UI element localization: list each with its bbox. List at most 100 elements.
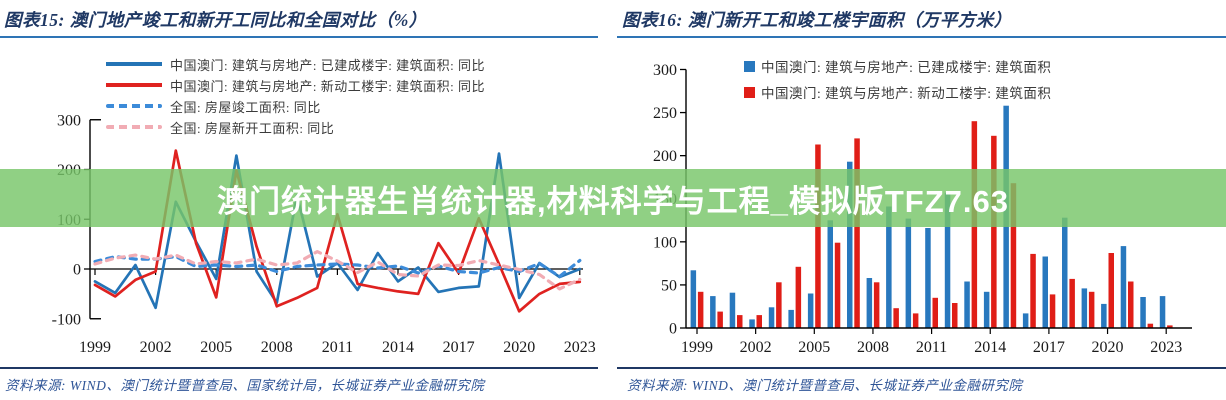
- axis-tick-label: 2008: [857, 339, 889, 356]
- solid-blue-line-swatch-icon: [106, 62, 162, 66]
- right-chart-title: 图表16: 澳门新开工和竣工楼宇面积（万平方米）: [622, 10, 1012, 30]
- axis-tick-label: 2011: [322, 339, 353, 356]
- bar: [1167, 325, 1173, 328]
- bar: [788, 309, 794, 328]
- left-chart-legend: 中国澳门: 建筑与房地产: 已建成楼宇: 建筑面积: 同比 中国澳门: 建筑与房…: [106, 56, 485, 136]
- legend-label: 中国澳门: 建筑与房地产: 已建成楼宇: 建筑面积: [761, 60, 1052, 75]
- bar: [1120, 246, 1127, 328]
- bar: [737, 315, 743, 328]
- line-series: [93, 250, 582, 291]
- bar: [795, 266, 802, 328]
- bar: [807, 293, 814, 328]
- bar: [776, 282, 782, 328]
- blue-square-swatch-icon: [744, 60, 755, 72]
- dashed-blue-line-swatch-icon: [106, 104, 162, 108]
- axis-tick-label: 2020: [1092, 339, 1124, 356]
- axis-tick-label: 2005: [798, 339, 830, 356]
- axis-tick-label: 50: [661, 277, 677, 294]
- axis-tick-label: 2002: [740, 339, 772, 356]
- bar: [729, 292, 736, 328]
- left-title-underline: [0, 36, 598, 39]
- axis-tick-label: 200: [653, 148, 677, 165]
- bar: [717, 311, 723, 328]
- bar: [952, 303, 958, 328]
- axis-tick-label: 2023: [564, 339, 596, 356]
- axis-tick-label: 100: [653, 234, 677, 251]
- right-source-note: 资料来源: WIND、澳门统计暨普查局、长城证券产业金融研究院: [627, 378, 1023, 393]
- bar: [1101, 303, 1107, 328]
- bar: [815, 144, 821, 328]
- bar: [1128, 281, 1134, 328]
- legend-item: 中国澳门: 建筑与房地产: 新动工楼宇: 建筑面积: 同比: [106, 77, 485, 94]
- line-series: [93, 255, 582, 279]
- legend-item: 全国: 房屋新开工面积: 同比: [106, 119, 485, 136]
- legend-item: 中国澳门: 建筑与房地产: 新动工楼宇: 建筑面积: [744, 84, 1052, 101]
- legend-label: 全国: 房屋竣工面积: 同比: [170, 99, 321, 115]
- axis-tick-label: 300: [653, 62, 677, 79]
- bar: [1140, 297, 1146, 328]
- legend-label: 中国澳门: 建筑与房地产: 已建成楼宇: 建筑面积: 同比: [170, 57, 485, 73]
- legend-label: 全国: 房屋新开工面积: 同比: [170, 120, 335, 136]
- bar: [1069, 278, 1075, 328]
- bar: [932, 297, 938, 328]
- axis-tick-label: 300: [57, 112, 81, 129]
- right-footer-line: [617, 367, 1226, 369]
- bar: [697, 291, 704, 328]
- bar: [964, 281, 970, 328]
- axis-tick-label: 2014: [382, 339, 414, 356]
- bar: [1049, 294, 1056, 328]
- left-footer-line: [0, 367, 598, 369]
- axis-tick-label: 2011: [916, 339, 947, 356]
- red-square-swatch-icon: [744, 86, 755, 98]
- axis-tick-label: 2014: [974, 339, 1006, 356]
- left-chart-title: 图表15: 澳门地产竣工和新开工同比和全国对比（%）: [4, 10, 427, 30]
- bar: [1088, 291, 1095, 328]
- bar: [854, 138, 860, 328]
- bar: [710, 296, 716, 328]
- bar: [991, 135, 997, 328]
- axis-tick-label: 2017: [1033, 339, 1065, 356]
- legend-item: 全国: 房屋竣工面积: 同比: [106, 98, 485, 115]
- bar: [768, 307, 775, 328]
- bar: [847, 161, 853, 328]
- overlay-banner: 澳门统计器生肖统计器,材料科学与工程_模拟版TFZ7.63: [0, 169, 1226, 227]
- left-source-note: 资料来源: WIND、澳门统计暨普查局、国家统计局，长城证券产业金融研究院: [5, 378, 485, 393]
- axis-tick-label: 0: [73, 262, 81, 279]
- axis-tick-label: 0: [669, 321, 677, 338]
- axis-tick-label: 250: [653, 105, 677, 122]
- right-chart-legend: 中国澳门: 建筑与房地产: 已建成楼宇: 建筑面积 中国澳门: 建筑与房地产: …: [744, 58, 1052, 101]
- axis-tick-label: 2020: [503, 339, 535, 356]
- axis-tick-label: 1999: [681, 339, 713, 356]
- legend-label: 中国澳门: 建筑与房地产: 新动工楼宇: 建筑面积: [761, 86, 1052, 101]
- axis-tick-label: 2017: [443, 339, 475, 356]
- bar: [1081, 288, 1088, 328]
- axis-tick-label: -100: [52, 311, 81, 328]
- axis-tick-label: 2005: [200, 339, 232, 356]
- solid-red-line-swatch-icon: [106, 83, 162, 87]
- legend-label: 中国澳门: 建筑与房地产: 新动工楼宇: 建筑面积: 同比: [170, 78, 485, 94]
- axis-tick-label: 1999: [79, 339, 111, 356]
- bar: [827, 220, 833, 328]
- bar: [886, 206, 892, 328]
- axis-tick-label: 2002: [140, 339, 172, 356]
- bar: [1042, 256, 1048, 328]
- bar: [1030, 253, 1036, 328]
- bar: [912, 313, 919, 328]
- bar: [690, 270, 697, 328]
- right-bar-chart: 3002502001501005001999200220052008201120…: [653, 62, 1192, 356]
- axis-tick-label: 2008: [261, 339, 293, 356]
- overlay-banner-text: 澳门统计器生肖统计器,材料科学与工程_模拟版TFZ7.63: [217, 183, 1009, 219]
- right-title-underline: [617, 36, 1226, 39]
- bar: [925, 228, 931, 328]
- bar: [1159, 296, 1166, 328]
- legend-item: 中国澳门: 建筑与房地产: 已建成楼宇: 建筑面积: [744, 58, 1052, 75]
- bar: [749, 319, 755, 328]
- bar: [983, 291, 990, 328]
- bar: [1147, 323, 1154, 328]
- bar: [1022, 313, 1029, 328]
- bar: [756, 315, 762, 328]
- bar: [1062, 217, 1068, 328]
- bar: [1010, 183, 1017, 328]
- bar: [866, 278, 873, 328]
